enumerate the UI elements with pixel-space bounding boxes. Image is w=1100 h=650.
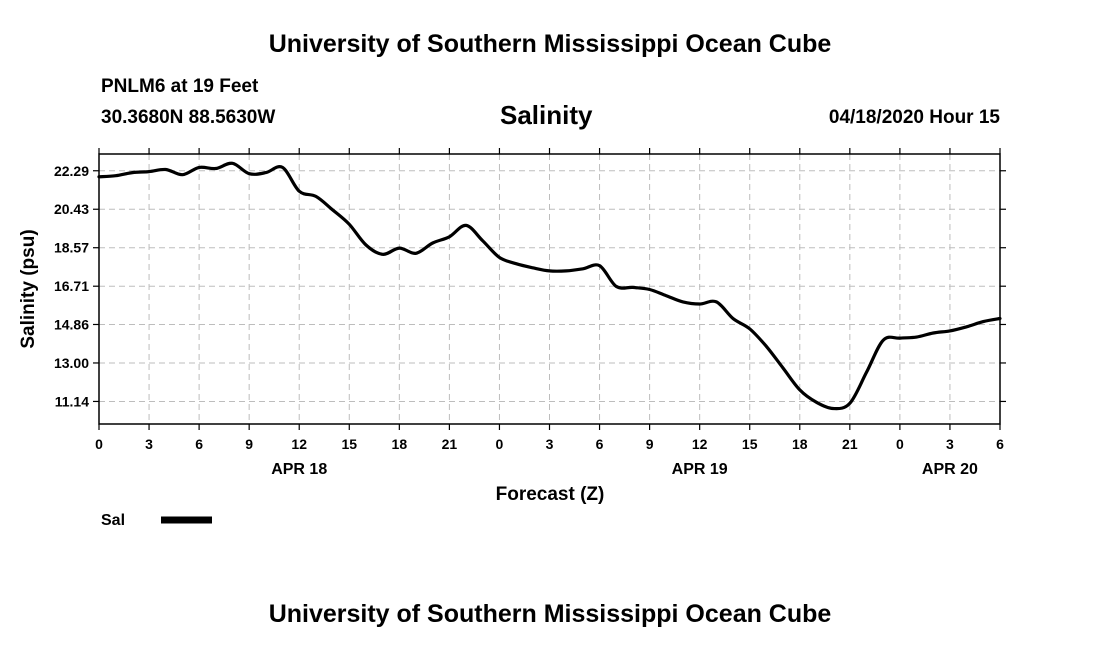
x-tick-label: 0 [896,436,904,452]
x-tick-label: 12 [692,436,708,452]
y-tick-label: 16.71 [54,278,89,294]
coordinates-label: 30.3680N 88.5630W [101,107,276,128]
x-tick-label: 9 [646,436,654,452]
y-tick-label: 13.00 [54,355,89,371]
x-axis-title: Forecast (Z) [496,484,605,505]
x-tick-label: 0 [95,436,103,452]
x-tick-label: 3 [145,436,153,452]
x-tick-label: 18 [392,436,408,452]
y-tick-label: 20.43 [54,201,89,217]
series-layer [97,161,1002,411]
legend: Sal [101,512,212,529]
y-tick-label: 14.86 [54,316,89,332]
x-tick-label: 12 [291,436,307,452]
x-tick-label: 21 [842,436,858,452]
footer-title: University of Southern Mississippi Ocean… [268,600,832,628]
x-tick-label: 0 [496,436,504,452]
legend-label: Sal [101,512,125,529]
series-line-sal [97,161,1002,411]
x-tick-label: 15 [742,436,758,452]
x-tick-label: 21 [442,436,458,452]
station-label: PNLM6 at 19 Feet [101,76,259,97]
y-tick-label: 11.14 [55,393,89,409]
y-tick-label: 18.57 [54,240,89,256]
x-tick-label: 6 [596,436,604,452]
x-tick-label: 3 [546,436,554,452]
x-tick-label: 18 [792,436,808,452]
x-tick-label: 3 [946,436,954,452]
chart-title: Salinity [500,100,593,130]
axis-ticks [93,148,1006,430]
axis-labels: 11.14 13.00 14.86 16.71 18.57 20.43 22.29 0 3 6 9 1… [54,163,1004,478]
page-title: University of Southern Mississippi Ocean… [268,30,832,58]
date-label: APR 18 [271,461,327,478]
forecast-date-label: 04/18/2020 Hour 15 [828,107,1000,128]
date-label: APR 20 [922,461,978,478]
grid-lines [98,154,1001,424]
y-tick-label: 22.29 [54,163,89,179]
x-tick-label: 9 [245,436,253,452]
x-tick-label: 6 [195,436,203,452]
x-tick-label: 6 [996,436,1004,452]
x-tick-label: 15 [341,436,357,452]
y-axis-title: Salinity (psu) [18,229,39,348]
date-label: APR 19 [672,461,728,478]
